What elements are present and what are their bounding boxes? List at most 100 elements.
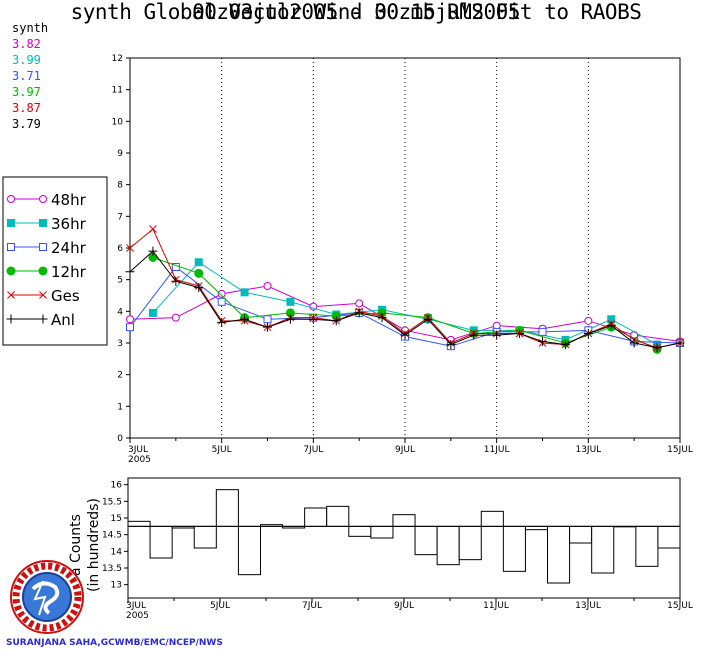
data-point [492, 330, 502, 340]
y-tick-label: 6 [117, 244, 123, 254]
data-point [6, 314, 16, 324]
main-x-tick-label: 13JUL [575, 445, 601, 455]
count-y-tick-label: 15.5 [102, 497, 122, 507]
count-y-tick-label: 16 [111, 481, 123, 491]
data-point [446, 340, 456, 350]
y-tick-label: 7 [117, 212, 123, 222]
count-x-tick-label: 11JUL [483, 601, 509, 611]
data-point [126, 323, 134, 332]
credit-text: SURANJANA SAHA,GCWMB/EMC/NCEP/NWS [6, 638, 223, 648]
stat-value-48hr: 3.82 [12, 37, 41, 51]
count-x-tick-label: 7JUL [302, 601, 322, 611]
count-bar [547, 525, 571, 584]
count-x-tick-label: 9JUL [394, 601, 414, 611]
legend-label: Ges [51, 287, 80, 305]
data-point [584, 316, 593, 325]
data-point [148, 308, 157, 317]
data-point [308, 314, 318, 324]
data-point [423, 314, 433, 324]
legend-label: 24hr [51, 239, 87, 257]
main-x-tick-label: 7JUL [303, 445, 323, 455]
count-y-tick-label: 15 [111, 514, 122, 524]
chart-title-line2: 00z03jul2005 - 00z15jul2005 [192, 0, 520, 24]
data-point [285, 314, 295, 324]
stat-value-ges: 3.87 [12, 101, 41, 115]
data-point [355, 299, 364, 308]
y-tick-label: 4 [117, 307, 123, 317]
count-bar [193, 525, 217, 549]
data-point [377, 313, 387, 323]
data-point [194, 283, 204, 293]
legend-label: 36hr [51, 215, 87, 233]
data-point [560, 340, 570, 350]
count-bar [215, 489, 239, 527]
logo-bolt [33, 580, 47, 616]
data-point [240, 288, 249, 297]
data-point [7, 219, 15, 227]
data-point [39, 243, 47, 251]
data-point [7, 243, 15, 251]
data-point [171, 276, 181, 286]
data-point [331, 316, 341, 326]
y-tick-label: 9 [117, 149, 123, 159]
data-point [286, 297, 295, 306]
count-x-tick-label: 5JUL [210, 601, 230, 611]
data-point [629, 338, 639, 348]
main-x-tick-label: 11JUL [484, 445, 510, 455]
y-tick-label: 10 [112, 117, 124, 127]
count-y-axis-sublabel: (in hundreds) [86, 498, 102, 592]
data-point [469, 330, 479, 340]
count-y-tick-label: 13 [111, 581, 122, 591]
stat-value-24hr: 3.71 [12, 69, 41, 83]
count-bar [414, 525, 438, 556]
data-point [538, 327, 547, 336]
count-bar [370, 525, 394, 539]
legend-label: Anl [51, 311, 75, 329]
data-point [194, 268, 204, 278]
count-bar [436, 525, 460, 566]
count-bar [591, 525, 615, 574]
data-point [354, 308, 364, 318]
count-bar [502, 525, 526, 572]
data-point [125, 267, 135, 277]
count-x-tick-label: 15JUL [667, 601, 693, 611]
count-bar [304, 507, 328, 527]
data-point [675, 338, 685, 348]
count-bar [326, 505, 350, 527]
chart-title-line1: synth Global Vector Wind 30 mb RMS Fit t… [70, 0, 642, 24]
count-x-tick-label-year: 2005 [126, 611, 149, 621]
stat-value-36hr: 3.99 [12, 53, 41, 67]
count-bar [127, 520, 151, 527]
count-bar [392, 514, 416, 527]
data-point [583, 329, 593, 338]
y-tick-label: 0 [117, 434, 123, 444]
count-bar [480, 510, 504, 527]
data-point [149, 225, 157, 233]
data-point [171, 313, 180, 322]
y-tick-label: 1 [117, 402, 123, 412]
count-bar [635, 525, 659, 567]
y-tick-label: 8 [117, 181, 123, 191]
data-point [6, 266, 16, 276]
main-x-tick-label: 5JUL [212, 445, 232, 455]
data-point [194, 258, 203, 267]
logo-lettering-band [12, 562, 82, 632]
data-point [217, 317, 227, 327]
data-point [217, 289, 226, 298]
data-point [240, 314, 250, 324]
count-bar [149, 525, 173, 559]
main-x-tick-label: 3JUL [128, 445, 148, 455]
data-point [39, 291, 47, 299]
main-x-tick-label: 15JUL [667, 445, 693, 455]
count-y-tick-label: 14.5 [102, 531, 122, 541]
data-point [126, 315, 134, 324]
count-y-axis-label: a Counts [68, 514, 84, 576]
data-point [400, 330, 410, 340]
stat-value-12hr: 3.97 [12, 85, 41, 99]
data-point [217, 297, 226, 306]
count-bar [458, 525, 482, 561]
data-point [263, 315, 272, 324]
data-point [38, 266, 48, 276]
main-x-tick-label: 9JUL [395, 445, 415, 455]
